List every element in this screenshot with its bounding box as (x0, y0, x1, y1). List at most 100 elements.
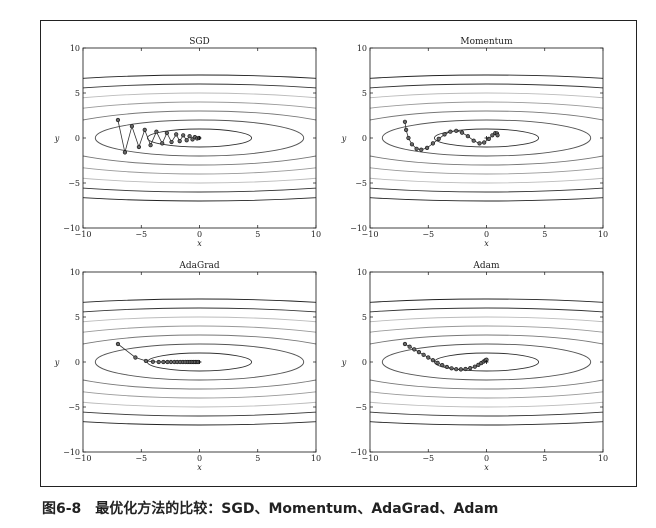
target-marker (484, 360, 489, 364)
y-tick-label: 10 (70, 44, 80, 53)
x-tick-label: 0 (484, 230, 489, 239)
path-point (133, 355, 138, 360)
contour-level (94, 343, 305, 381)
y-tick-label: 5 (75, 313, 80, 322)
x-tick-label: −10 (75, 230, 92, 239)
path-point (160, 141, 165, 146)
path-point (115, 341, 121, 347)
y-tick-label: 5 (362, 89, 367, 98)
path-point (169, 139, 174, 145)
path-point (412, 347, 417, 352)
figure-caption: 图6-8 最优化方法的比较：SGD、Momentum、AdaGrad、Adam (42, 498, 498, 518)
path-point (150, 359, 155, 364)
y-tick-label: −10 (63, 224, 80, 233)
contour-level (370, 101, 603, 175)
caption-number: 图6-8 (42, 501, 82, 517)
path-point (184, 138, 189, 143)
y-tick-label: 0 (75, 358, 80, 367)
path-point (426, 355, 431, 360)
y-tick-label: 10 (357, 44, 367, 53)
path-point (471, 138, 476, 143)
x-tick-label: 0 (197, 454, 202, 463)
contour-lines (370, 298, 603, 426)
contour-level (94, 119, 305, 157)
y-tick-label: −5 (355, 179, 367, 188)
path-point (472, 364, 477, 369)
path-point (468, 366, 473, 371)
contour-level (83, 110, 316, 166)
path-point (430, 358, 436, 363)
contour-level (83, 307, 316, 417)
caption-text: 最优化方法的比较：SGD、Momentum、AdaGrad、Adam (95, 501, 499, 517)
contour-level (433, 352, 540, 372)
contour-level (381, 343, 592, 381)
chart-title: SGD (189, 37, 210, 47)
path-point (409, 142, 415, 147)
x-tick-label: 5 (542, 230, 547, 239)
x-tick-label: 10 (311, 230, 321, 239)
x-axis-label: x (197, 239, 202, 248)
contour-level (381, 119, 592, 157)
x-tick-label: 10 (598, 454, 608, 463)
path-point (406, 135, 411, 141)
y-axis-label: y (54, 358, 60, 367)
path-point (465, 134, 470, 139)
path-point (115, 117, 121, 123)
x-tick-label: 10 (311, 454, 321, 463)
contour-level (433, 128, 540, 148)
path-point (156, 359, 161, 365)
chart-panel-4: −10 −5 0 5 10 −10 −5 0 5 10 Adam x y (341, 261, 608, 472)
y-tick-label: 10 (357, 268, 367, 277)
target-marker (197, 360, 202, 364)
y-tick-label: 10 (70, 268, 80, 277)
contour-level (83, 298, 316, 426)
path-point (414, 146, 419, 151)
path-point (463, 366, 468, 372)
path-point (402, 341, 408, 347)
x-tick-label: −10 (75, 454, 92, 463)
contour-lines (370, 74, 603, 202)
path-point (136, 144, 142, 150)
x-tick-label: −5 (135, 454, 147, 463)
figure-frame (40, 20, 637, 487)
contour-level (370, 325, 603, 399)
x-tick-label: 0 (197, 230, 202, 239)
x-tick-label: 0 (484, 454, 489, 463)
y-tick-label: −10 (350, 224, 367, 233)
optimizer-path (404, 121, 498, 151)
path-point (477, 141, 482, 146)
chart-panel-1: −10 −5 0 5 10 −10 −5 0 5 10 SGD x y (54, 37, 321, 248)
y-tick-label: −5 (355, 403, 367, 412)
y-tick-label: 0 (362, 358, 367, 367)
path-point (161, 359, 166, 365)
chart-title: Momentum (460, 37, 513, 47)
x-tick-label: −10 (362, 230, 379, 239)
path-point (430, 141, 436, 146)
path-point (442, 132, 447, 137)
contour-level (83, 316, 316, 408)
y-axis-label: y (54, 134, 60, 143)
y-tick-label: 5 (362, 313, 367, 322)
contour-level (83, 92, 316, 184)
path-point (454, 367, 459, 372)
chart-title: Adam (472, 261, 500, 271)
path-point (419, 147, 424, 152)
y-axis-label: y (341, 358, 347, 367)
contour-level (370, 298, 603, 426)
y-tick-label: −10 (63, 448, 80, 457)
contour-level (83, 74, 316, 202)
path-point (143, 358, 149, 364)
path-point (440, 363, 445, 368)
path-point (148, 143, 153, 148)
path-point (436, 136, 441, 141)
contour-level (370, 334, 603, 390)
path-point (482, 140, 487, 145)
path-point (435, 360, 440, 366)
target-marker (197, 136, 202, 140)
y-tick-label: 0 (75, 134, 80, 143)
target-marker (484, 136, 489, 140)
x-tick-label: 5 (542, 454, 547, 463)
path-point (448, 129, 453, 134)
path-point (404, 127, 409, 132)
contour-level (370, 83, 603, 193)
